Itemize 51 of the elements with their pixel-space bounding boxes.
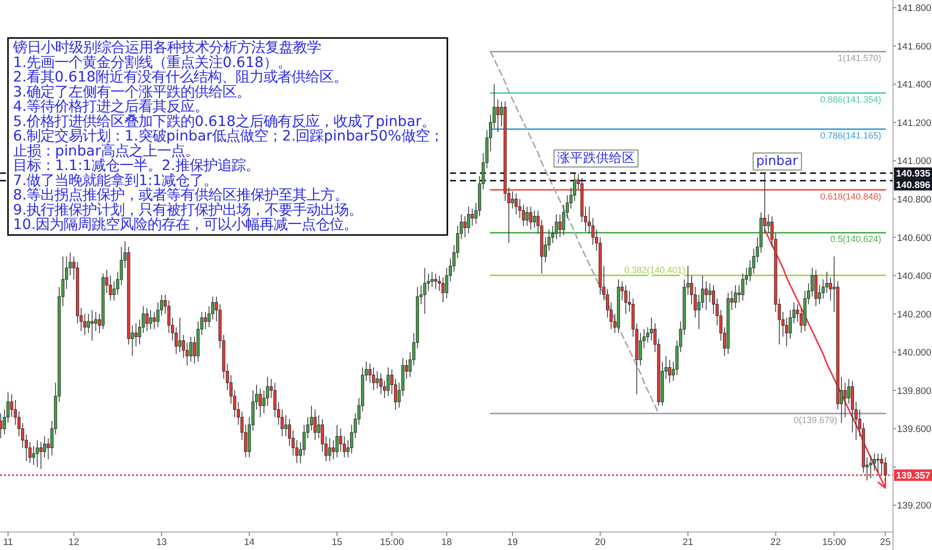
x-tick-label: 12 [68, 537, 80, 548]
series-label: 0.618(140.848) [820, 191, 882, 202]
x-tick-label: 11 [3, 537, 13, 548]
y-tick-label: 141.800 [897, 3, 932, 14]
y-tick-label: 140.800 [897, 194, 932, 206]
price-badge: 139.357 [894, 469, 932, 482]
y-tick-label: 141.600 [897, 41, 932, 52]
note-label: pinbar [752, 152, 802, 170]
annotation: pinbar [756, 154, 798, 169]
y-tick-label: 141.200 [897, 118, 932, 129]
series-label: 1(141.570) [838, 53, 882, 64]
y-tick-label: 140.400 [897, 271, 932, 282]
x-tick-label: 20 [594, 537, 606, 548]
annotation: 9.执行推保护计划，只有被打保护出场，不要手动出场。 [13, 202, 363, 218]
annotation: 目标：1.1:1减仓一半。2.推保护追踪。 [13, 158, 260, 174]
y-tick-label: 139.800 [897, 386, 932, 397]
x-tick-label: 25 [880, 537, 891, 548]
series-label: 0.786(141.165) [820, 130, 882, 141]
x-tick-label: 13 [156, 537, 167, 548]
y-tick-label: 140.200 [897, 309, 932, 320]
x-tick-label: 14 [244, 537, 255, 548]
annotation: 4.等待价格打进之后看其反应。 [13, 99, 209, 115]
series-label: 0.886(141.354) [820, 94, 882, 105]
x-tick-label: 15:00 [380, 537, 404, 548]
x-tick-label: 22 [770, 537, 781, 548]
series-label: 0.5(140.624) [830, 234, 882, 244]
x-tick-label: 15:00 [822, 537, 846, 548]
price-badge: 140.896 [894, 178, 932, 192]
annotation: 3.确定了左侧有一个涨平跌的供给区。 [13, 84, 251, 100]
y-tick-label: 139.600 [897, 424, 932, 436]
annotation: 8.等出拐点推保护，或者等有供给区推保护至其上方。 [13, 188, 349, 204]
y-tick-label: 141.000 [897, 156, 932, 168]
y-tick-label: 140.600 [897, 232, 932, 244]
annotation: 7.做了当晚就能拿到1:1减仓了。 [13, 172, 218, 189]
annotation: 涨平跌供给区 [557, 151, 635, 166]
y-tick-label: 140.000 [897, 348, 932, 359]
annotation: 2.看其0.618附近有没有什么结构、阻力或者供给区。 [13, 70, 348, 86]
note-label: 涨平跌供给区 [554, 150, 638, 168]
annotation: 1.先画一个黄金分割线（重点关注0.618）。 [13, 54, 292, 71]
series-label: 0(139.679) [794, 415, 838, 426]
x-tick-label: 19 [507, 537, 518, 548]
x-tick-label: 15 [332, 537, 342, 548]
annotation: 6.制定交易计划：1.突破pinbar低点做空；2.回踩pinbar50%做空；止损：pinbar高点之上一点。 [13, 128, 444, 160]
series-label: 0.382(140.401) [624, 264, 686, 275]
x-tick-label: 21 [682, 537, 694, 548]
annotation: 10.因为隔周跳空风险的存在，可以小幅再减一点仓位。 [13, 217, 358, 233]
annotation: 镑日小时级别综合运用各种技术分析方法复盘教学 [12, 40, 321, 56]
y-tick-label: 139.200 [897, 500, 932, 512]
price-badge: 140.935 [894, 167, 932, 180]
y-tick-label: 141.400 [897, 80, 932, 91]
x-tick-label: 18 [441, 537, 452, 548]
